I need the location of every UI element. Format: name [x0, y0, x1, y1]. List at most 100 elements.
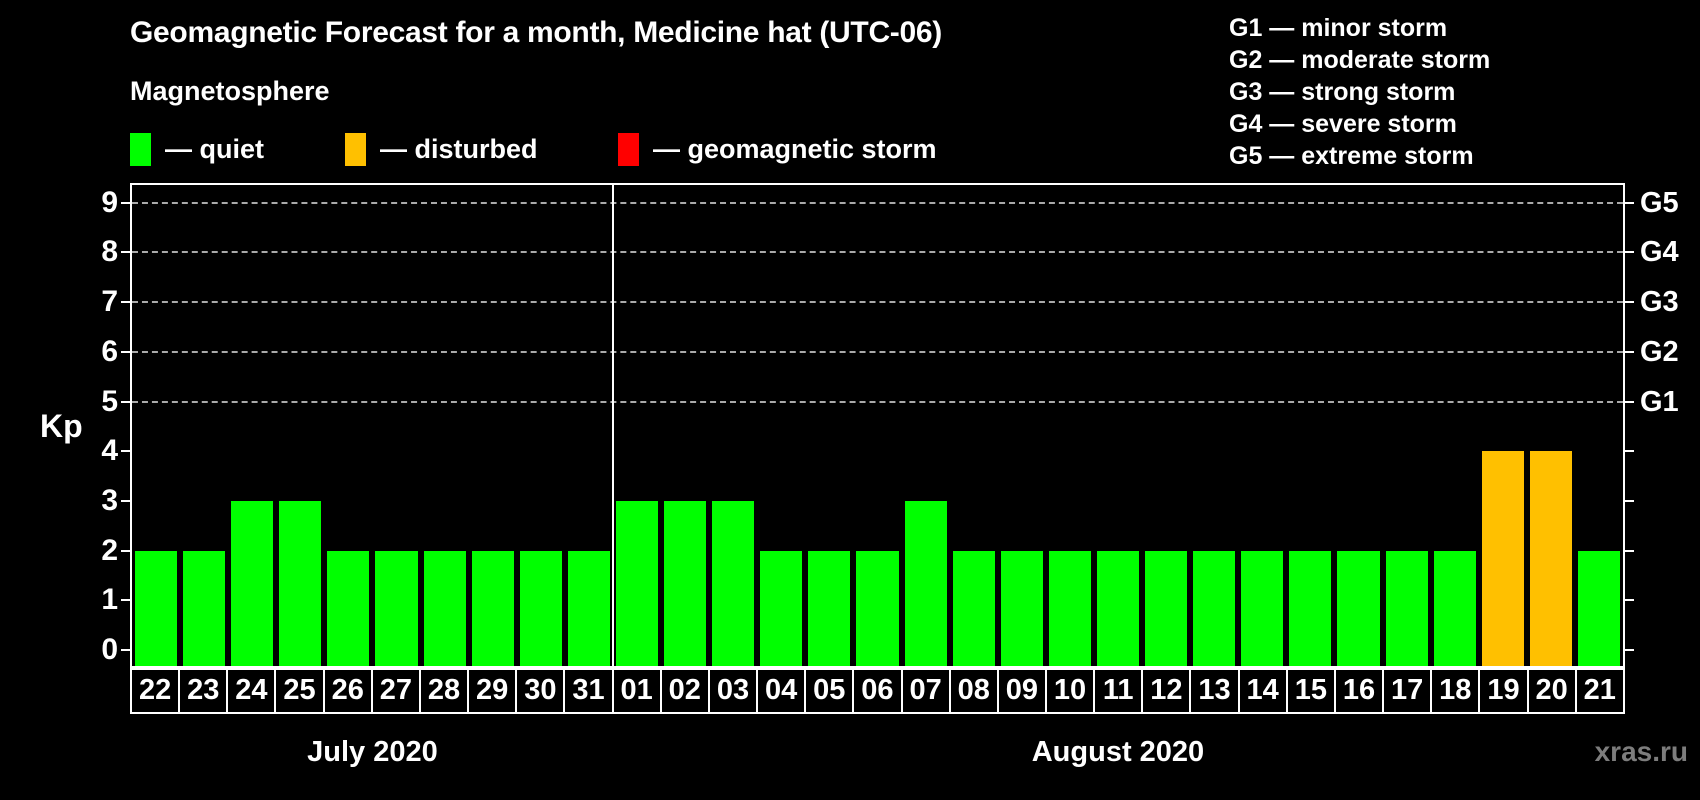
legend-label-disturbed: — disturbed [380, 134, 538, 164]
date-cell: 17 [1384, 670, 1433, 712]
date-cell: 30 [517, 670, 566, 712]
date-cell: 03 [710, 670, 759, 712]
month-label: July 2020 [307, 736, 438, 768]
date-cell: 15 [1288, 670, 1336, 712]
gridline-g3 [132, 301, 1623, 304]
left-axis-tick [121, 450, 130, 453]
date-cell: 16 [1336, 670, 1385, 712]
date-cell: 23 [180, 670, 229, 712]
right-axis-tick [1625, 549, 1634, 552]
date-cell: 06 [854, 670, 903, 712]
quiet-color-swatch [130, 133, 151, 166]
date-cell: 24 [228, 670, 277, 712]
kp-bar-day-06 [856, 550, 899, 666]
date-cell: 08 [951, 670, 999, 712]
chart-subtitle: Magnetosphere [130, 76, 330, 106]
date-cell: 13 [1191, 670, 1240, 712]
kp-bar-day-28 [423, 550, 466, 666]
kp-bar-day-12 [1145, 550, 1188, 666]
left-axis-tick [121, 599, 130, 602]
gridline-g1 [132, 400, 1623, 403]
right-axis-tick [1625, 301, 1634, 304]
date-cell: 14 [1240, 670, 1288, 712]
kp-tick-label: 9 [101, 185, 118, 219]
kp-bar-day-08 [952, 550, 995, 666]
date-cell: 19 [1480, 670, 1529, 712]
kp-bar-day-13 [1193, 550, 1236, 666]
kp-bar-day-24 [231, 500, 274, 666]
g-scale-legend: G1 — minor storm G2 — moderate storm G3 — … [1229, 12, 1490, 172]
plot-area [130, 183, 1625, 668]
kp-bar-day-29 [471, 550, 514, 666]
g-tick-label: G4 [1640, 236, 1679, 269]
kp-bar-day-25 [279, 500, 322, 666]
kp-bar-day-01 [615, 500, 659, 666]
kp-bar-day-09 [1000, 550, 1043, 666]
kp-bar-day-10 [1048, 550, 1091, 666]
kp-bar-day-26 [327, 550, 370, 666]
kp-bar-day-02 [664, 500, 707, 666]
kp-bar-day-16 [1337, 550, 1380, 666]
month-label: August 2020 [1031, 736, 1205, 768]
kp-bar-day-17 [1385, 550, 1428, 666]
date-cell: 25 [276, 670, 325, 712]
chart-title: Geomagnetic Forecast for a month, Medici… [130, 16, 942, 49]
kp-bar-day-14 [1241, 550, 1284, 666]
kp-bar-day-31 [567, 550, 610, 666]
kp-tick-label: 0 [101, 633, 118, 666]
kp-tick-label: 5 [101, 384, 118, 418]
left-axis-tick [121, 649, 130, 651]
g-legend-line: G3 — strong storm [1229, 78, 1456, 106]
date-cell: 18 [1432, 670, 1481, 712]
kp-tick-label: 1 [101, 583, 118, 617]
kp-bar-day-15 [1289, 550, 1332, 666]
y-axis-title-kp: Kp [40, 408, 83, 444]
g-legend-line: G2 — moderate storm [1229, 46, 1491, 74]
date-cell: 09 [999, 670, 1047, 712]
right-axis-tick [1625, 649, 1634, 651]
left-axis-tick [121, 400, 130, 403]
kp-bar-day-22 [135, 550, 178, 666]
legend-item-quiet: — quiet [130, 133, 264, 166]
kp-bar-day-21 [1577, 550, 1620, 666]
date-cell: 01 [614, 670, 662, 712]
left-axis-tick [121, 251, 130, 254]
date-cell: 20 [1529, 670, 1577, 712]
right-axis-tick [1625, 499, 1634, 502]
gridline-g4 [132, 251, 1623, 254]
kp-tick-label: 8 [101, 235, 118, 269]
storm-color-swatch [618, 133, 639, 166]
kp-bar-day-27 [375, 550, 418, 666]
g-tick-label: G5 [1640, 186, 1679, 219]
kp-tick-label: 3 [101, 483, 118, 517]
date-cell: 22 [132, 670, 181, 712]
month-separator-line [611, 185, 614, 666]
kp-tick-label: 6 [101, 334, 118, 368]
kp-tick-label: 7 [101, 285, 118, 319]
right-axis-tick [1625, 599, 1634, 602]
kp-bar-day-04 [760, 550, 803, 666]
date-cell: 26 [325, 670, 373, 712]
legend-item-disturbed: — disturbed [345, 133, 538, 166]
date-cell: 21 [1583, 674, 1616, 706]
legend-item-storm: — geomagnetic storm [618, 133, 937, 166]
kp-bar-day-11 [1096, 550, 1140, 666]
disturbed-color-swatch [345, 133, 366, 166]
date-cell: 27 [373, 670, 421, 712]
g-tick-label: G2 [1640, 335, 1679, 368]
kp-bar-day-23 [183, 550, 226, 666]
g-legend-line: G5 — extreme storm [1229, 142, 1474, 170]
kp-bar-day-03 [712, 500, 755, 666]
g-tick-label: G1 [1640, 385, 1679, 418]
right-axis-tick [1625, 201, 1634, 204]
kp-bar-day-05 [808, 550, 851, 666]
left-axis-tick [121, 350, 130, 353]
left-axis-tick [121, 201, 130, 204]
date-cell: 28 [421, 670, 470, 712]
kp-tick-label: 2 [101, 533, 118, 567]
g-legend-line: G4 — severe storm [1229, 110, 1457, 138]
gridline-g2 [132, 350, 1623, 353]
date-axis-row: 22 23 24 25 26 27 28 29 30 31 01 02 03 04 05 06 07 08 09 10… [130, 668, 1625, 714]
date-cell: 07 [903, 670, 951, 712]
